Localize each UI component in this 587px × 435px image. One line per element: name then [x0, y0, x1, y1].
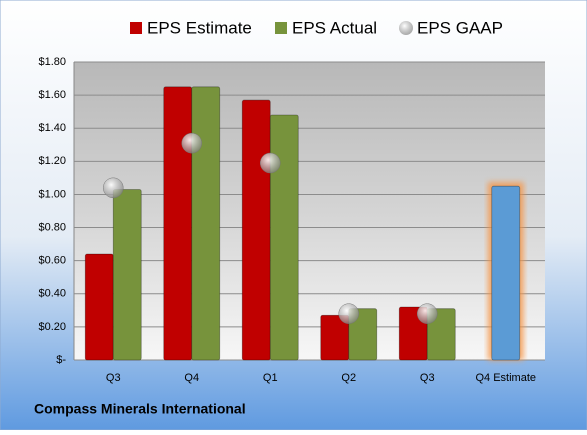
plot-area: [74, 62, 545, 360]
y-tick-label: $0.80: [38, 221, 66, 233]
gaap-marker: [260, 152, 281, 174]
bar: [163, 86, 193, 361]
y-tick-label: $0.20: [38, 321, 66, 333]
x-tick-label: Q1: [263, 372, 278, 384]
legend-marker: [275, 22, 287, 34]
legend-label: EPS Actual: [292, 18, 377, 37]
y-tick-label: $1.00: [38, 188, 66, 200]
x-tick-label: Q3: [420, 372, 435, 384]
bar: [491, 185, 521, 361]
y-tick-label: $1.80: [38, 56, 66, 68]
x-tick-label: Q4: [184, 372, 199, 384]
bar: [84, 253, 114, 361]
x-tick-label: Q3: [106, 372, 121, 384]
bar: [112, 189, 142, 361]
x-tick-label: Q4 Estimate: [475, 372, 536, 384]
bar: [426, 308, 456, 361]
bar: [348, 308, 378, 361]
y-tick-label: $1.20: [38, 155, 66, 167]
legend-marker: [399, 21, 413, 35]
gaap-marker: [338, 303, 359, 324]
gaap-marker: [181, 132, 202, 154]
legend-label: EPS Estimate: [147, 18, 252, 37]
y-tick-label: $0.60: [38, 255, 66, 267]
y-tick-label: $0.40: [38, 288, 66, 300]
legend-marker: [130, 22, 142, 34]
x-tick-label: Q2: [341, 372, 356, 384]
y-tick-label: $1.40: [38, 122, 66, 134]
bar: [241, 99, 271, 361]
chart-title: Compass Minerals International: [34, 401, 246, 417]
y-tick-label: $1.60: [38, 89, 66, 101]
bar: [269, 114, 299, 361]
gaap-marker: [417, 303, 438, 324]
gaap-marker: [103, 177, 124, 199]
bar: [191, 86, 221, 361]
legend-label: EPS GAAP: [417, 18, 503, 37]
y-tick-label: $-: [56, 354, 66, 366]
